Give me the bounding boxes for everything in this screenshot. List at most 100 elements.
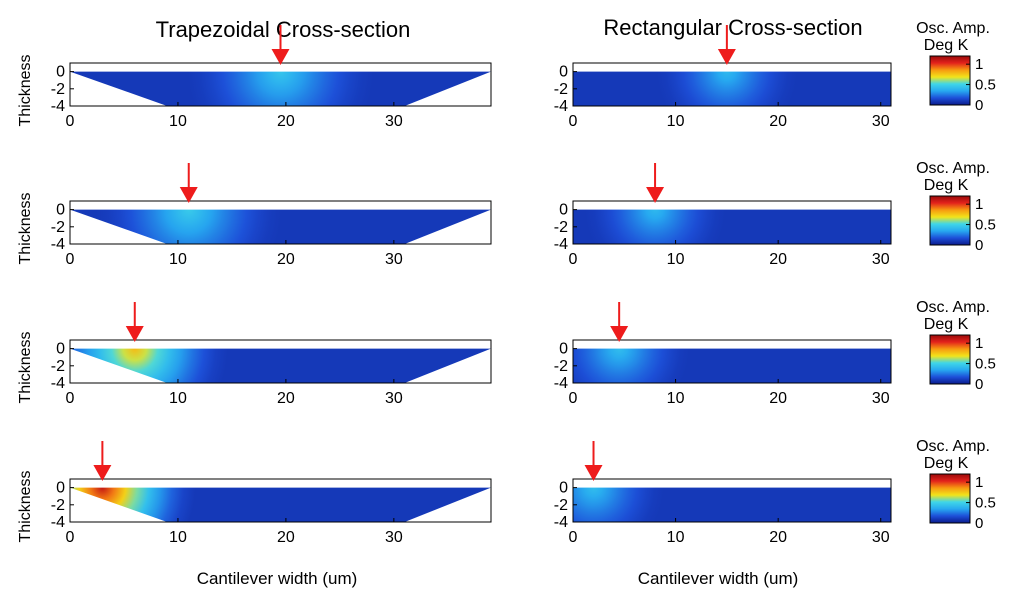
- row2-trapezoid-x-tick-label: 0: [66, 251, 75, 268]
- row2-rectangle-x-tick-label: 30: [872, 251, 890, 268]
- row1-rectangle-x-tick-label: 10: [667, 113, 685, 130]
- row4-trapezoid-heat-region: [70, 487, 491, 522]
- row4-trapezoid-x-tick-label: 10: [169, 529, 187, 546]
- row2-colorbar-scale: [929, 195, 971, 246]
- row3-rectangle-heat-region: [573, 348, 891, 383]
- row1-rectangle-y-tick-label: 0: [559, 64, 568, 81]
- row2-colorbar-label: Osc. Amp.: [916, 160, 990, 177]
- row2-rectangle-heat-region: [573, 209, 891, 244]
- row1-rectangle-x-tick-label: 0: [569, 113, 578, 130]
- row1-rectangle-arrow-head: [717, 49, 736, 65]
- row4-trapezoid-x-tick-label: 20: [277, 529, 295, 546]
- row1-trapezoid-heat-region: [70, 71, 491, 106]
- row4-colorbar-unit: Deg K: [924, 455, 969, 472]
- rectangle-column-title: Rectangular Cross-section: [603, 15, 862, 40]
- row2-colorbar: Osc. Amp.Deg K 1 0.5 0: [916, 160, 996, 254]
- row1-colorbar-tick-label: 0: [975, 97, 983, 114]
- row3-rectangle-x-tick-label: 20: [769, 390, 787, 407]
- row1-colorbar-scale: [929, 55, 971, 106]
- row3-trapezoid-y-axis-label: Thickness: [17, 331, 34, 403]
- row2-trapezoid-arrow-head: [179, 187, 198, 203]
- row4-trapezoid-y-tick-label: -4: [51, 514, 65, 531]
- row3-trapezoid-heat-region: [70, 348, 491, 383]
- row1-rectangle-y-tick-label: -2: [554, 81, 568, 98]
- row1-rectangle-panel: 0-2-40 10 20 30: [554, 25, 892, 130]
- row3-trapezoid-x-tick-label: 0: [66, 390, 75, 407]
- row1-trapezoid-y-tick-label: 0: [56, 64, 65, 81]
- row4-rectangle-x-tick-label: 30: [872, 529, 890, 546]
- row1-trapezoid-x-tick-label: 30: [385, 113, 403, 130]
- row2-trapezoid-y-tick-label: 0: [56, 202, 65, 219]
- row3-colorbar-tick-label: 0: [975, 376, 983, 393]
- row2-rectangle-y-tick-label: -4: [554, 236, 568, 253]
- row4-rectangle-arrow-head: [584, 465, 603, 481]
- row1-colorbar-label: Osc. Amp.: [916, 20, 990, 37]
- row2-trapezoid-x-tick-label: 30: [385, 251, 403, 268]
- row3-trapezoid-arrow-head: [125, 326, 144, 342]
- row3-rectangle-y-tick-label: -4: [554, 375, 568, 392]
- row3-trapezoid-y-tick-label: -4: [51, 375, 65, 392]
- row2-trapezoid-y-tick-label: -4: [51, 236, 65, 253]
- row4-colorbar-scale: [929, 473, 971, 524]
- row2-rectangle-y-tick-label: 0: [559, 202, 568, 219]
- row2-rectangle-x-tick-label: 10: [667, 251, 685, 268]
- row2-rectangle-axes-box: [572, 200, 892, 245]
- row3-rectangle-x-tick-label: 30: [872, 390, 890, 407]
- row4-trapezoid-y-tick-label: 0: [56, 480, 65, 497]
- row4-rectangle-y-tick-label: -2: [554, 497, 568, 514]
- row4-rectangle-x-tick-label: 10: [667, 529, 685, 546]
- row1-trapezoid-arrow-head: [271, 49, 290, 65]
- row3-rectangle-axes-box: [572, 339, 892, 384]
- row3-rectangle-x-tick-label: 0: [569, 390, 578, 407]
- row2-trapezoid-y-tick-label: -2: [51, 219, 65, 236]
- row1-rectangle-axes-box: [572, 62, 892, 107]
- row3-colorbar-scale: [929, 334, 971, 385]
- row1-trapezoid-y-tick-label: -4: [51, 98, 65, 115]
- row2-trapezoid-x-tick-label: 20: [277, 251, 295, 268]
- row2-trapezoid-heat-region: [70, 209, 491, 244]
- row2-rectangle-x-tick-label: 0: [569, 251, 578, 268]
- row3-rectangle-y-tick-label: 0: [559, 341, 568, 358]
- row1-rectangle-x-tick-label: 20: [769, 113, 787, 130]
- trapezoid-column-title: Trapezoidal Cross-section: [156, 17, 411, 42]
- row3-trapezoid-x-tick-label: 30: [385, 390, 403, 407]
- row3-rectangle-x-tick-label: 10: [667, 390, 685, 407]
- row2-colorbar-tick-label: 0.5: [975, 217, 996, 234]
- row3-trapezoid-y-tick-label: -2: [51, 358, 65, 375]
- row1-colorbar: Osc. Amp.Deg K 1 0.5 0: [916, 20, 996, 114]
- rectangle-x-axis-label: Cantilever width (um): [638, 569, 799, 588]
- row1-rectangle-heat-region: [573, 71, 891, 106]
- row4-rectangle-heat-region: [573, 487, 891, 522]
- row3-colorbar: Osc. Amp.Deg K 1 0.5 0: [916, 299, 996, 393]
- row4-trapezoid-axes-box: [69, 478, 492, 523]
- row3-colorbar-tick-label: 1: [975, 335, 983, 352]
- row4-trapezoid-arrow-head: [93, 465, 112, 481]
- row3-rectangle-arrow-head: [610, 326, 629, 342]
- row3-trapezoid-x-tick-label: 20: [277, 390, 295, 407]
- row1-colorbar-tick-label: 0.5: [975, 77, 996, 94]
- row4-colorbar: Osc. Amp.Deg K 1 0.5 0: [916, 438, 996, 532]
- row2-rectangle-panel: 0-2-40 10 20 30: [554, 163, 892, 268]
- row3-colorbar-label: Osc. Amp.: [916, 299, 990, 316]
- row2-colorbar-tick-label: 1: [975, 196, 983, 213]
- row4-rectangle-y-tick-label: -4: [554, 514, 568, 531]
- row1-rectangle-y-tick-label: -4: [554, 98, 568, 115]
- row1-colorbar-unit: Deg K: [924, 37, 969, 54]
- row4-colorbar-tick-label: 1: [975, 474, 983, 491]
- row1-trapezoid-x-tick-label: 0: [66, 113, 75, 130]
- row1-trapezoid-y-axis-label: Thickness: [17, 54, 34, 126]
- row4-rectangle-x-tick-label: 0: [569, 529, 578, 546]
- row2-colorbar-unit: Deg K: [924, 177, 969, 194]
- row4-rectangle-panel: 0-2-40 10 20 30: [554, 441, 892, 546]
- row3-colorbar-tick-label: 0.5: [975, 356, 996, 373]
- row3-colorbar-unit: Deg K: [924, 316, 969, 333]
- row4-trapezoid-x-tick-label: 0: [66, 529, 75, 546]
- row1-colorbar-tick-label: 1: [975, 56, 983, 73]
